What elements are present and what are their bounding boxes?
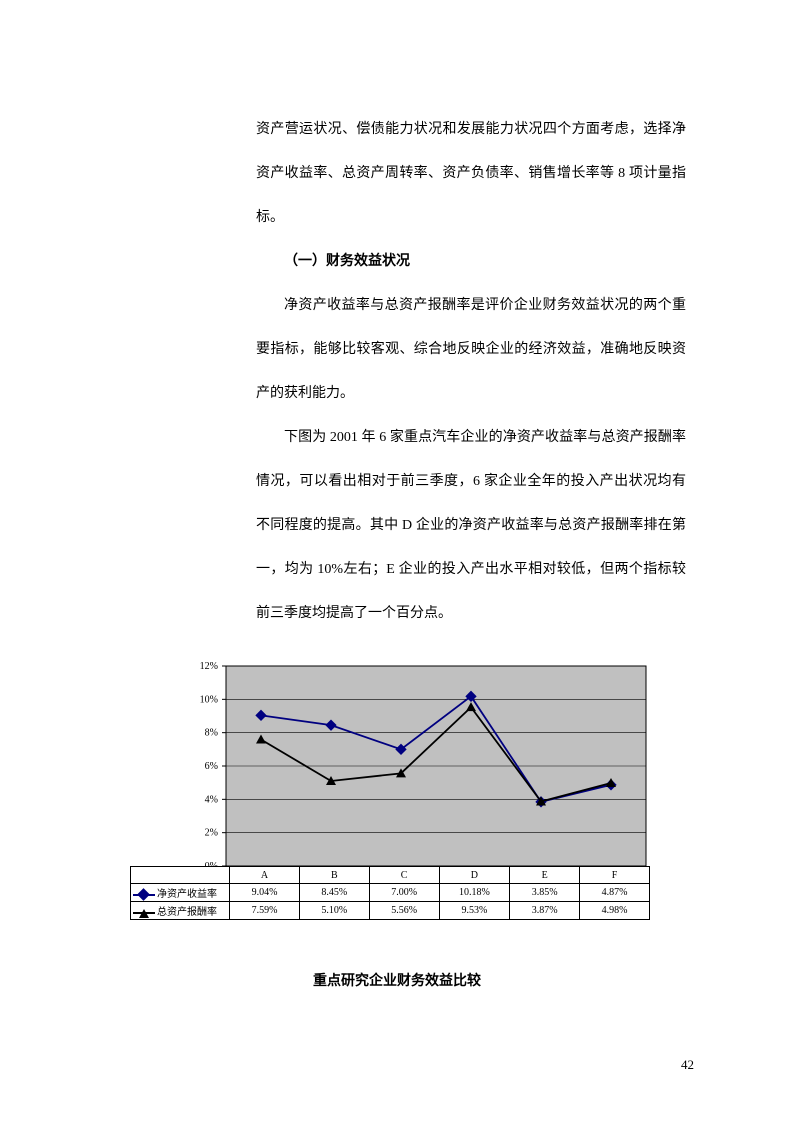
series-0-val-1: 8.45% — [299, 884, 369, 902]
category-header-B: B — [299, 867, 369, 884]
series-1-val-0: 7.59% — [230, 902, 300, 920]
category-header-F: F — [580, 867, 650, 884]
blank-header-cell — [131, 867, 230, 884]
page: 资产营运状况、偿债能力状况和发展能力状况四个方面考虑，选择净资产收益率、总资产周… — [0, 0, 794, 1123]
category-header-E: E — [510, 867, 580, 884]
category-header-D: D — [439, 867, 510, 884]
series-0-val-4: 3.85% — [510, 884, 580, 902]
series-label-1: 总资产报酬率 — [131, 902, 230, 920]
line-chart-svg: 0%2%4%6%8%10%12% — [130, 660, 650, 888]
series-1-val-5: 4.98% — [580, 902, 650, 920]
paragraph-2: 净资产收益率与总资产报酬率是评价企业财务效益状况的两个重要指标，能够比较客观、综… — [256, 284, 686, 416]
series-0-val-0: 9.04% — [230, 884, 300, 902]
page-number: 42 — [681, 1057, 694, 1073]
paragraph-3: 下图为 2001 年 6 家重点汽车企业的净资产收益率与总资产报酬率情况，可以看… — [256, 416, 686, 636]
category-header-A: A — [230, 867, 300, 884]
series-0-val-3: 10.18% — [439, 884, 510, 902]
svg-text:6%: 6% — [205, 761, 218, 772]
svg-text:8%: 8% — [205, 728, 218, 739]
table-header-row: ABCDEF — [131, 867, 650, 884]
series-1-val-4: 3.87% — [510, 902, 580, 920]
series-1-val-2: 5.56% — [369, 902, 439, 920]
section-heading: （一）财务效益状况 — [256, 240, 686, 284]
svg-text:4%: 4% — [205, 794, 218, 805]
series-label-0: 净资产收益率 — [131, 884, 230, 902]
series-row-0: 净资产收益率9.04%8.45%7.00%10.18%3.85%4.87% — [131, 884, 650, 902]
financial-indicators-chart: 0%2%4%6%8%10%12% ABCDEF净资产收益率9.04%8.45%7… — [130, 660, 650, 940]
series-0-val-5: 4.87% — [580, 884, 650, 902]
chart-caption: 重点研究企业财务效益比较 — [0, 970, 794, 990]
series-1-val-3: 9.53% — [439, 902, 510, 920]
chart-data-table: ABCDEF净资产收益率9.04%8.45%7.00%10.18%3.85%4.… — [130, 866, 650, 920]
svg-text:2%: 2% — [205, 828, 218, 839]
svg-text:12%: 12% — [200, 661, 218, 672]
series-1-val-1: 5.10% — [299, 902, 369, 920]
svg-text:10%: 10% — [200, 694, 218, 705]
series-0-val-2: 7.00% — [369, 884, 439, 902]
category-header-C: C — [369, 867, 439, 884]
paragraph-1: 资产营运状况、偿债能力状况和发展能力状况四个方面考虑，选择净资产收益率、总资产周… — [256, 108, 686, 240]
series-row-1: 总资产报酬率7.59%5.10%5.56%9.53%3.87%4.98% — [131, 902, 650, 920]
body-text: 资产营运状况、偿债能力状况和发展能力状况四个方面考虑，选择净资产收益率、总资产周… — [256, 108, 686, 636]
